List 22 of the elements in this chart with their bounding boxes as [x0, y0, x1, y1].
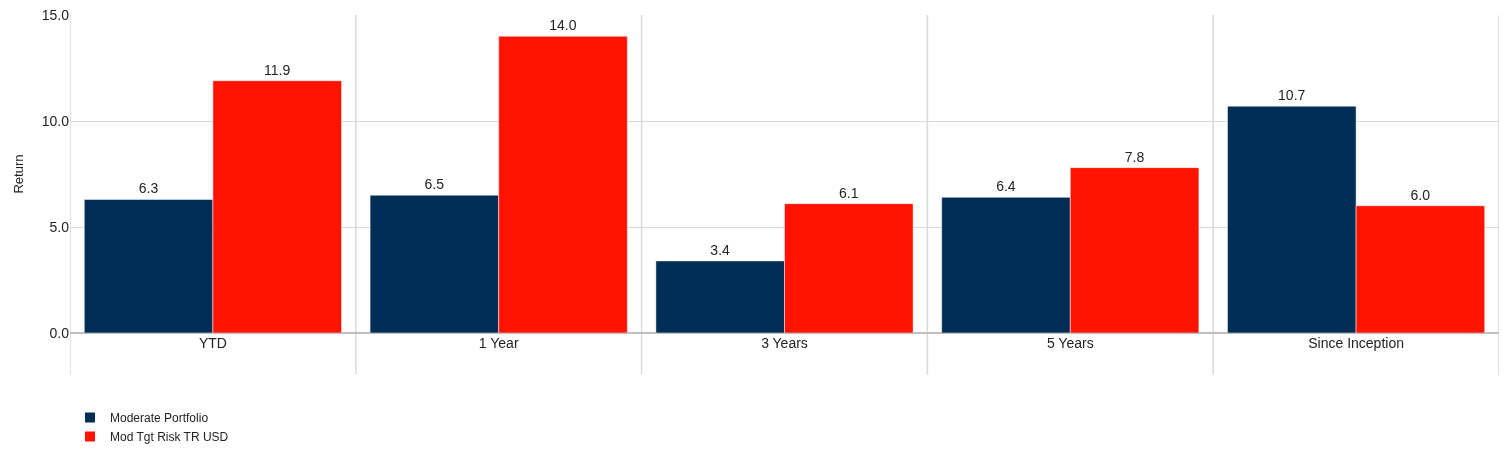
data-label: 11.9 — [263, 61, 291, 78]
data-label: 6.1 — [838, 184, 859, 201]
x-tick-label: 3 Years — [761, 335, 808, 351]
data-label: 10.7 — [1278, 87, 1306, 104]
y-tick-label: 10.0 — [41, 112, 70, 129]
y-tick-label: 5.0 — [49, 218, 70, 235]
legend-label: Mod Tgt Risk TR USD — [110, 430, 229, 445]
data-label: 6.5 — [424, 176, 445, 193]
data-label: 6.0 — [1410, 186, 1431, 203]
x-tick-label: 5 Years — [1046, 335, 1094, 351]
data-label: 3.4 — [710, 241, 731, 258]
data-label: 7.8 — [1124, 148, 1145, 165]
x-tick-label: 1 Year — [478, 335, 519, 351]
y-tick-label: 15.0 — [41, 6, 70, 23]
legend-label: Moderate Portfolio — [110, 411, 209, 426]
data-label: 6.4 — [996, 178, 1016, 195]
x-tick-label: Since Inception — [1308, 335, 1404, 351]
x-tick-label: YTD — [198, 335, 227, 351]
data-label: 14.0 — [549, 17, 577, 34]
y-tick-label: 0.0 — [49, 324, 70, 341]
data-label: 6.3 — [138, 180, 159, 197]
y-axis-title: Return — [10, 154, 26, 194]
